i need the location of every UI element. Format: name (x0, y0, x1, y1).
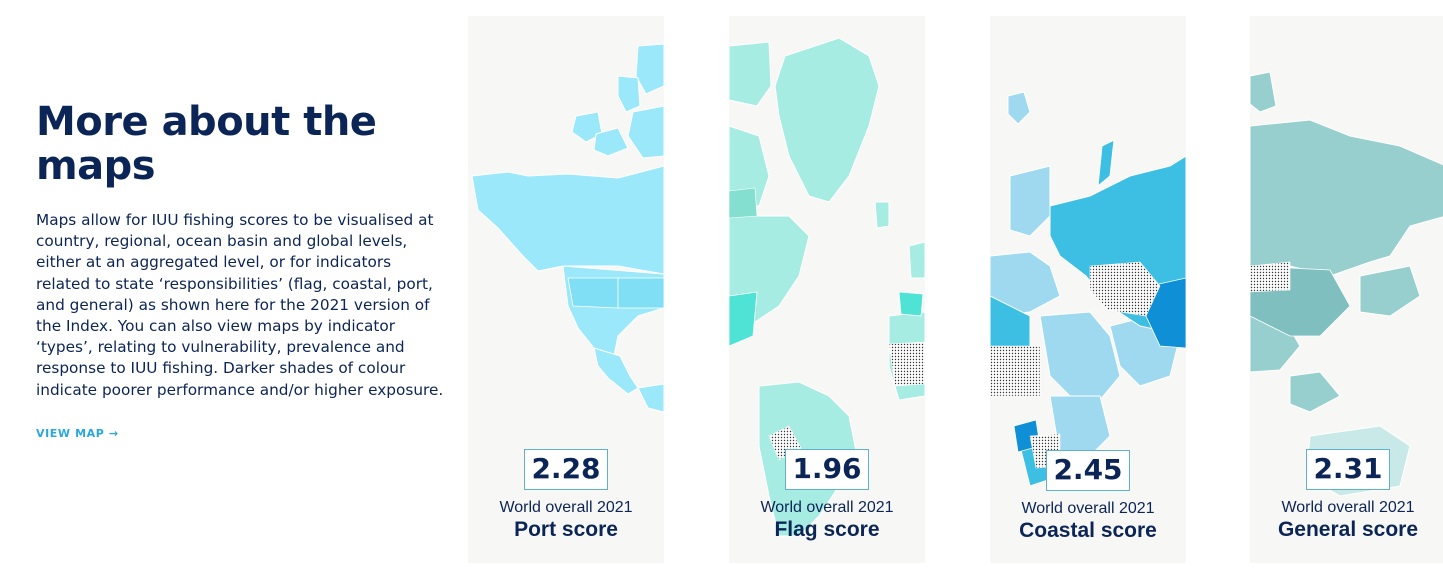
coastal-score-year: World overall 2021 (1021, 500, 1155, 517)
flag-score-map (729, 37, 925, 537)
port-score-label: Port score (514, 518, 618, 541)
coastal-score-map-card[interactable]: 2.45 World overall 2021 Coastal score (990, 16, 1186, 563)
flag-score-value: 1.96 (785, 449, 869, 490)
general-score-caption: 2.31 World overall 2021 General score (1250, 449, 1443, 542)
port-score-value: 2.28 (524, 449, 608, 490)
port-score-year: World overall 2021 (499, 499, 633, 516)
intro-section: More about the maps Maps allow for IUU f… (36, 100, 446, 442)
general-score-value: 2.31 (1306, 449, 1390, 490)
section-heading: More about the maps (36, 99, 377, 189)
flag-score-year: World overall 2021 (760, 499, 894, 516)
coastal-score-value: 2.45 (1046, 450, 1130, 491)
port-score-caption: 2.28 World overall 2021 Port score (468, 449, 664, 542)
flag-score-map-card[interactable]: 1.96 World overall 2021 Flag score (729, 16, 925, 563)
general-score-map-card[interactable]: 2.31 World overall 2021 General score (1250, 16, 1443, 563)
general-score-label: General score (1277, 518, 1419, 541)
section-description: Maps allow for IUU fishing scores to be … (36, 211, 444, 399)
view-map-link[interactable]: VIEW MAP → (36, 426, 119, 440)
coastal-score-caption: 2.45 World overall 2021 Coastal score (990, 450, 1186, 543)
port-score-map (471, 43, 664, 413)
flag-score-label: Flag score (774, 518, 880, 541)
general-score-map (1250, 71, 1443, 497)
general-score-year: World overall 2021 (1281, 499, 1415, 516)
flag-score-caption: 1.96 World overall 2021 Flag score (729, 449, 925, 542)
coastal-score-label: Coastal score (1019, 519, 1157, 542)
port-score-map-card[interactable]: 2.28 World overall 2021 Port score (468, 16, 664, 563)
